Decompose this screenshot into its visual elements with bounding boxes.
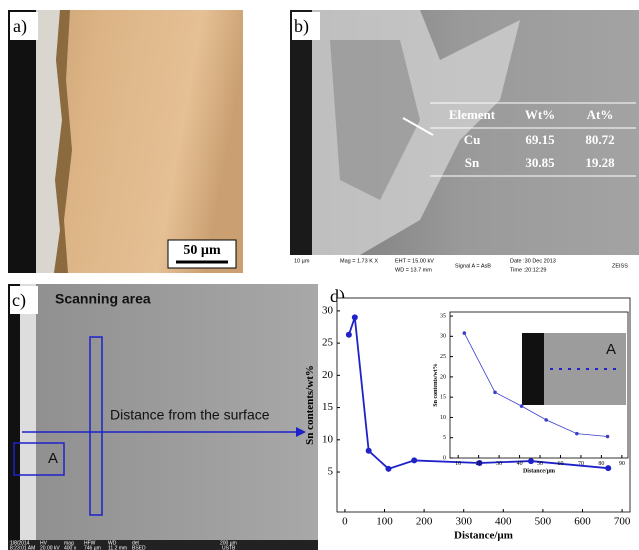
panel-b: b) Element Wt% At% Cu 69.15 80.72 Sn 30.85 19.28… — [290, 10, 639, 278]
info-item: 8:23:01 AM — [10, 545, 35, 550]
panel-label: a) — [13, 16, 27, 37]
figure: a) 50 µm b) Element Wt% At% Cu 69.15 80.72 Sn 3… — [0, 0, 639, 550]
x-tick-label: 30 — [496, 461, 502, 467]
scale-bar-label: 50 µm — [183, 243, 221, 258]
panel-c: c) Scanning area Distance from the surfa… — [8, 284, 318, 550]
data-point — [575, 432, 579, 436]
y-tick-label: 35 — [440, 313, 446, 319]
x-tick-label: 40 — [517, 461, 523, 467]
y-tick-label: 25 — [322, 337, 334, 349]
table-header: Element — [449, 107, 496, 122]
x-tick-label: 70 — [578, 461, 584, 467]
y-tick-label: 0 — [443, 455, 446, 461]
x-tick-label: 500 — [535, 515, 552, 527]
inset-mount — [522, 333, 544, 405]
info-item: Mag = 1.73 K X — [340, 258, 378, 264]
info-item: 20.00 kV — [40, 545, 60, 550]
data-point — [544, 418, 548, 422]
layer — [20, 284, 36, 540]
x-tick-label: 20 — [476, 461, 482, 467]
info-item: EHT = 15.00 kV — [395, 258, 434, 264]
data-point — [385, 466, 391, 472]
y-tick-label: 5 — [443, 435, 446, 441]
x-tick-label: 300 — [455, 515, 472, 527]
x-tick-label: 10 — [455, 461, 461, 467]
x-tick-label: 400 — [495, 515, 512, 527]
y-tick-label: 25 — [440, 354, 446, 360]
x-axis-label: Distance/µm — [454, 530, 513, 542]
table-cell: Sn — [465, 155, 480, 170]
y-tick-label: 20 — [440, 374, 446, 380]
annotation: Distance from the surface — [110, 407, 270, 423]
x-axis-label: Distance/µm — [523, 469, 555, 475]
data-point — [520, 404, 524, 408]
info-item: Signal A = AsB — [455, 263, 491, 269]
info-item: WD = 13.7 mm — [395, 267, 432, 273]
data-point — [346, 332, 352, 338]
y-axis-label: Sn contents/wt% — [433, 363, 439, 407]
table-cell: 80.72 — [585, 132, 614, 147]
x-tick-label: 60 — [557, 461, 563, 467]
info-item: 11.2 mm — [108, 545, 127, 550]
mount — [8, 284, 20, 540]
x-tick-label: 0 — [342, 515, 348, 527]
info-item: BSED — [132, 545, 146, 550]
x-tick-label: 90 — [619, 461, 625, 467]
info-item: USTB — [222, 545, 236, 550]
panel-label: b) — [294, 16, 309, 37]
data-point — [606, 435, 610, 439]
x-tick-label: 600 — [574, 515, 591, 527]
data-point — [528, 458, 534, 464]
table-header: Wt% — [525, 107, 555, 122]
data-point — [463, 331, 467, 335]
data-point — [366, 448, 372, 454]
data-point — [493, 391, 497, 395]
data-point — [605, 465, 611, 471]
x-tick-label: 50 — [537, 461, 543, 467]
x-tick-label: 200 — [416, 515, 433, 527]
y-tick-label: 15 — [322, 401, 334, 413]
info-item: 10 µm — [294, 258, 310, 264]
info-item: 400 x — [64, 545, 77, 550]
y-tick-label: 30 — [322, 304, 334, 316]
info-item: 746 µm — [84, 545, 101, 550]
y-tick-label: 10 — [440, 415, 446, 421]
data-point — [411, 457, 417, 463]
info-item: Time :20:12:29 — [510, 267, 546, 273]
table-cell: 69.15 — [525, 132, 555, 147]
info-item: Date :30 Dec 2013 — [510, 258, 556, 264]
table-header: At% — [587, 107, 614, 122]
y-tick-label: 5 — [328, 466, 334, 478]
mount — [290, 10, 312, 255]
y-tick-label: 20 — [322, 369, 334, 381]
mount — [8, 10, 36, 273]
y-tick-label: 15 — [440, 395, 446, 401]
panel-a: a) 50 µm — [8, 10, 243, 273]
x-tick-label: 80 — [598, 461, 604, 467]
region-label: A — [606, 341, 616, 358]
table-cell: 19.28 — [585, 155, 615, 170]
info-item: ZEISS — [612, 263, 628, 269]
table-cell: 30.85 — [525, 155, 555, 170]
y-axis-label: Sn contents/wt% — [304, 365, 316, 445]
x-tick-label: 100 — [376, 515, 393, 527]
y-tick-label: 10 — [322, 433, 334, 445]
region-label: A — [48, 450, 58, 467]
x-tick-label: 700 — [614, 515, 631, 527]
panel-label: c) — [12, 290, 26, 311]
annotation: Scanning area — [55, 291, 151, 307]
data-point — [352, 314, 358, 320]
table-cell: Cu — [464, 132, 481, 147]
y-tick-label: 30 — [440, 334, 446, 340]
